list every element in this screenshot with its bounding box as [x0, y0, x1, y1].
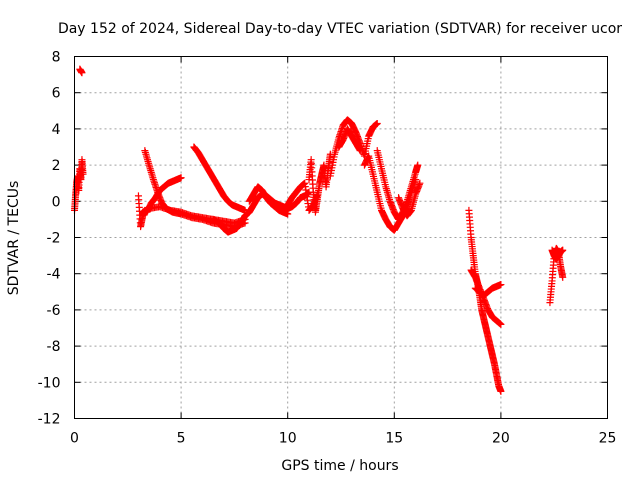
y-tick-label: -2: [47, 231, 61, 247]
y-tick-label: 8: [52, 50, 61, 66]
data-point: [177, 174, 185, 182]
x-tick-label: 25: [599, 431, 617, 447]
x-tick-label: 0: [70, 431, 79, 447]
data-point: [497, 281, 505, 289]
y-axis-label: SDTVAR / TECUs: [6, 181, 22, 296]
series-arc-l: [326, 116, 381, 180]
series-arc-b: [76, 65, 86, 77]
x-tick-label: 5: [177, 431, 186, 447]
series-arc-f: [190, 143, 249, 214]
series-arc-a: [71, 156, 87, 214]
y-tick-label: 0: [52, 194, 61, 210]
series-arc-g: [209, 212, 249, 236]
plot-frame: [74, 56, 608, 419]
y-tick-label: -6: [47, 303, 61, 319]
series-arc-u: [548, 246, 567, 263]
series-arc-s: [471, 281, 505, 299]
y-tick-label: -10: [38, 375, 61, 391]
data-point: [284, 210, 292, 218]
data-point: [79, 170, 87, 178]
data-point: [497, 387, 505, 395]
y-tick-label: -8: [47, 339, 61, 355]
y-tick-label: 6: [52, 86, 61, 102]
x-tick-label: 15: [385, 431, 403, 447]
grid-lines: [74, 56, 608, 419]
data-point: [414, 161, 422, 169]
data-point: [373, 119, 381, 127]
series-arc-p: [395, 179, 424, 220]
series-arc-m: [335, 125, 364, 155]
series-arc-k: [305, 150, 334, 216]
series-arc-o: [373, 147, 422, 223]
x-axis-label: GPS time / hours: [281, 458, 398, 474]
x-tick-label: 20: [492, 431, 510, 447]
y-tick-label: 4: [52, 122, 61, 138]
data-point: [356, 147, 364, 155]
data-point: [559, 273, 567, 281]
data-points: [71, 65, 567, 395]
y-tick-label: -12: [38, 412, 61, 428]
data-point: [559, 246, 567, 254]
data-point: [78, 69, 86, 77]
y-tick-label: 2: [52, 158, 61, 174]
chart-title: Day 152 of 2024, Sidereal Day-to-day VTE…: [58, 21, 622, 37]
data-point: [416, 179, 424, 187]
y-tick-label: -4: [47, 267, 61, 283]
data-point: [497, 320, 505, 328]
x-tick-label: 10: [279, 431, 297, 447]
